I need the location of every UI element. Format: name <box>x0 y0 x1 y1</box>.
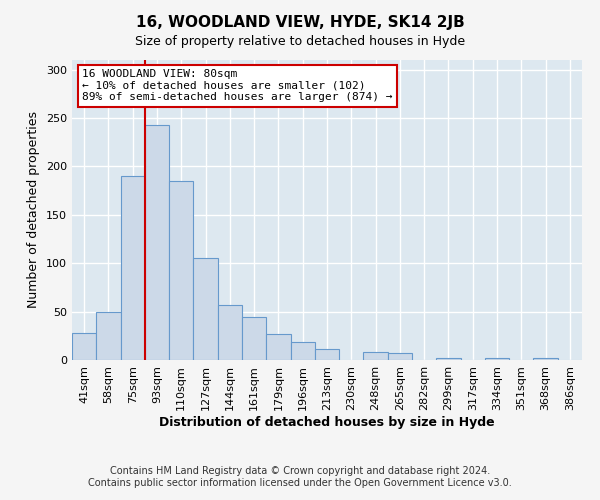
Bar <box>169 181 193 360</box>
Bar <box>121 176 145 360</box>
Bar <box>145 125 169 360</box>
Text: 16, WOODLAND VIEW, HYDE, SK14 2JB: 16, WOODLAND VIEW, HYDE, SK14 2JB <box>136 15 464 30</box>
Text: Contains HM Land Registry data © Crown copyright and database right 2024.
Contai: Contains HM Land Registry data © Crown c… <box>88 466 512 487</box>
Bar <box>364 352 388 360</box>
Bar <box>436 358 461 360</box>
Bar <box>266 334 290 360</box>
X-axis label: Distribution of detached houses by size in Hyde: Distribution of detached houses by size … <box>159 416 495 428</box>
Bar <box>218 305 242 360</box>
Bar <box>290 342 315 360</box>
Bar <box>315 350 339 360</box>
Bar <box>485 358 509 360</box>
Y-axis label: Number of detached properties: Number of detached properties <box>28 112 40 308</box>
Bar <box>533 358 558 360</box>
Bar <box>242 318 266 360</box>
Text: 16 WOODLAND VIEW: 80sqm
← 10% of detached houses are smaller (102)
89% of semi-d: 16 WOODLAND VIEW: 80sqm ← 10% of detache… <box>82 69 392 102</box>
Bar <box>388 353 412 360</box>
Text: Size of property relative to detached houses in Hyde: Size of property relative to detached ho… <box>135 35 465 48</box>
Bar <box>193 258 218 360</box>
Bar <box>72 333 96 360</box>
Bar <box>96 312 121 360</box>
